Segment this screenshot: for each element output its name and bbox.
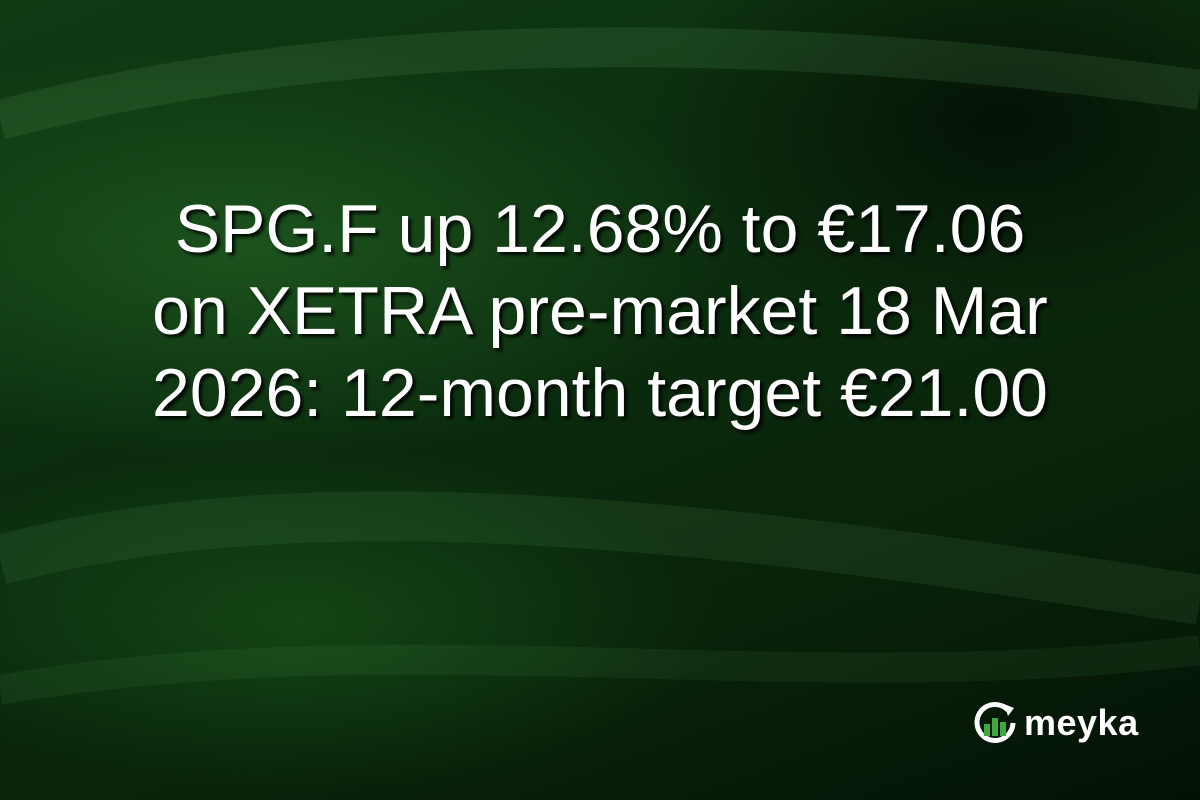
headline-line-2: on XETRA pre-market 18 Mar — [152, 273, 1048, 349]
headline: SPG.F up 12.68% to €17.06 on XETRA pre-m… — [0, 188, 1200, 434]
meyka-logo-icon — [974, 701, 1016, 743]
meyka-logo: meyka — [972, 700, 1139, 746]
headline-line-1: SPG.F up 12.68% to €17.06 — [174, 191, 1026, 267]
headline-line-3: 2026: 12-month target €21.00 — [152, 355, 1048, 431]
logo-text: meyka — [1024, 702, 1139, 743]
